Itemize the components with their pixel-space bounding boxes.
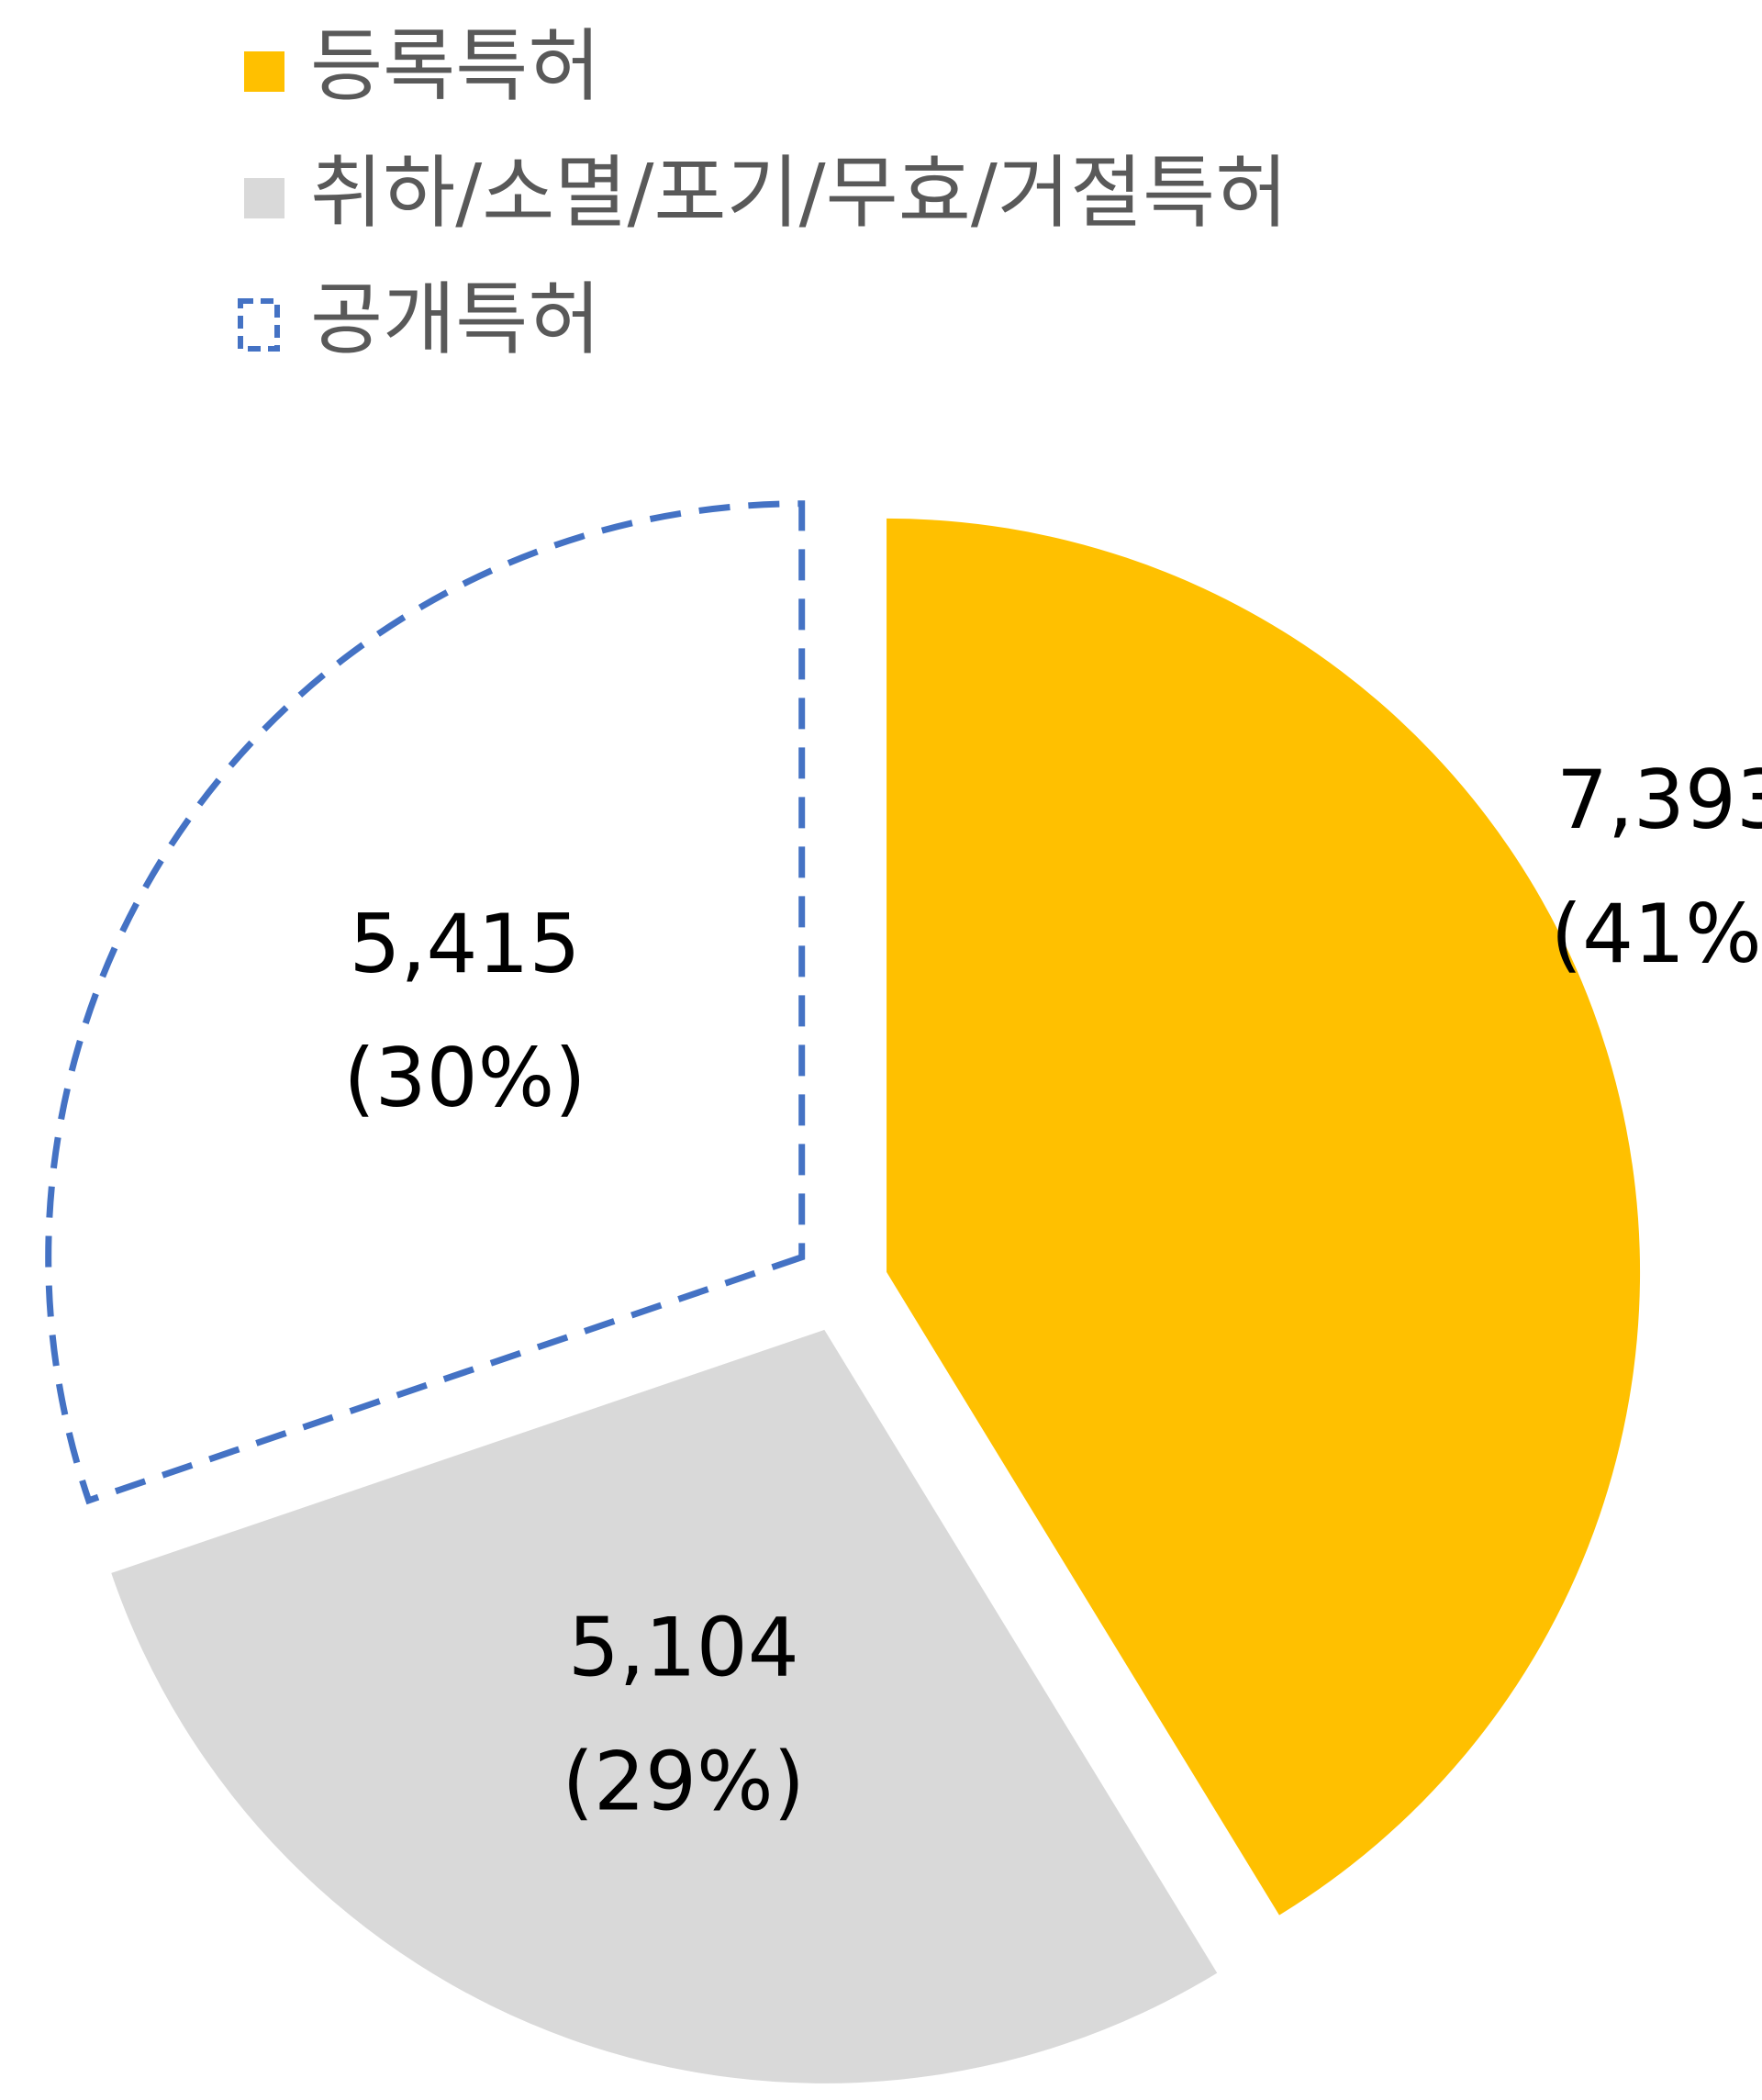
value-label: 7,393	[1556, 753, 1762, 847]
legend-label: 등록특허	[310, 20, 600, 112]
pie-slice	[111, 1329, 1218, 2083]
legend-marker	[244, 51, 284, 92]
value-label: 5,415	[350, 897, 581, 991]
percent-label: (30%)	[343, 1031, 585, 1125]
percent-label: (29%)	[563, 1734, 805, 1828]
legend-label: 취하/소멸/포기/무효/거절특허	[310, 147, 1288, 239]
value-label: 5,104	[568, 1600, 799, 1694]
legend-marker	[244, 178, 284, 218]
pie-slice	[45, 500, 806, 1505]
legend-marker	[238, 298, 280, 352]
legend-label: 공개특허	[310, 274, 600, 365]
percent-label: (41%)	[1551, 887, 1762, 981]
pie-slice	[887, 518, 1641, 1916]
